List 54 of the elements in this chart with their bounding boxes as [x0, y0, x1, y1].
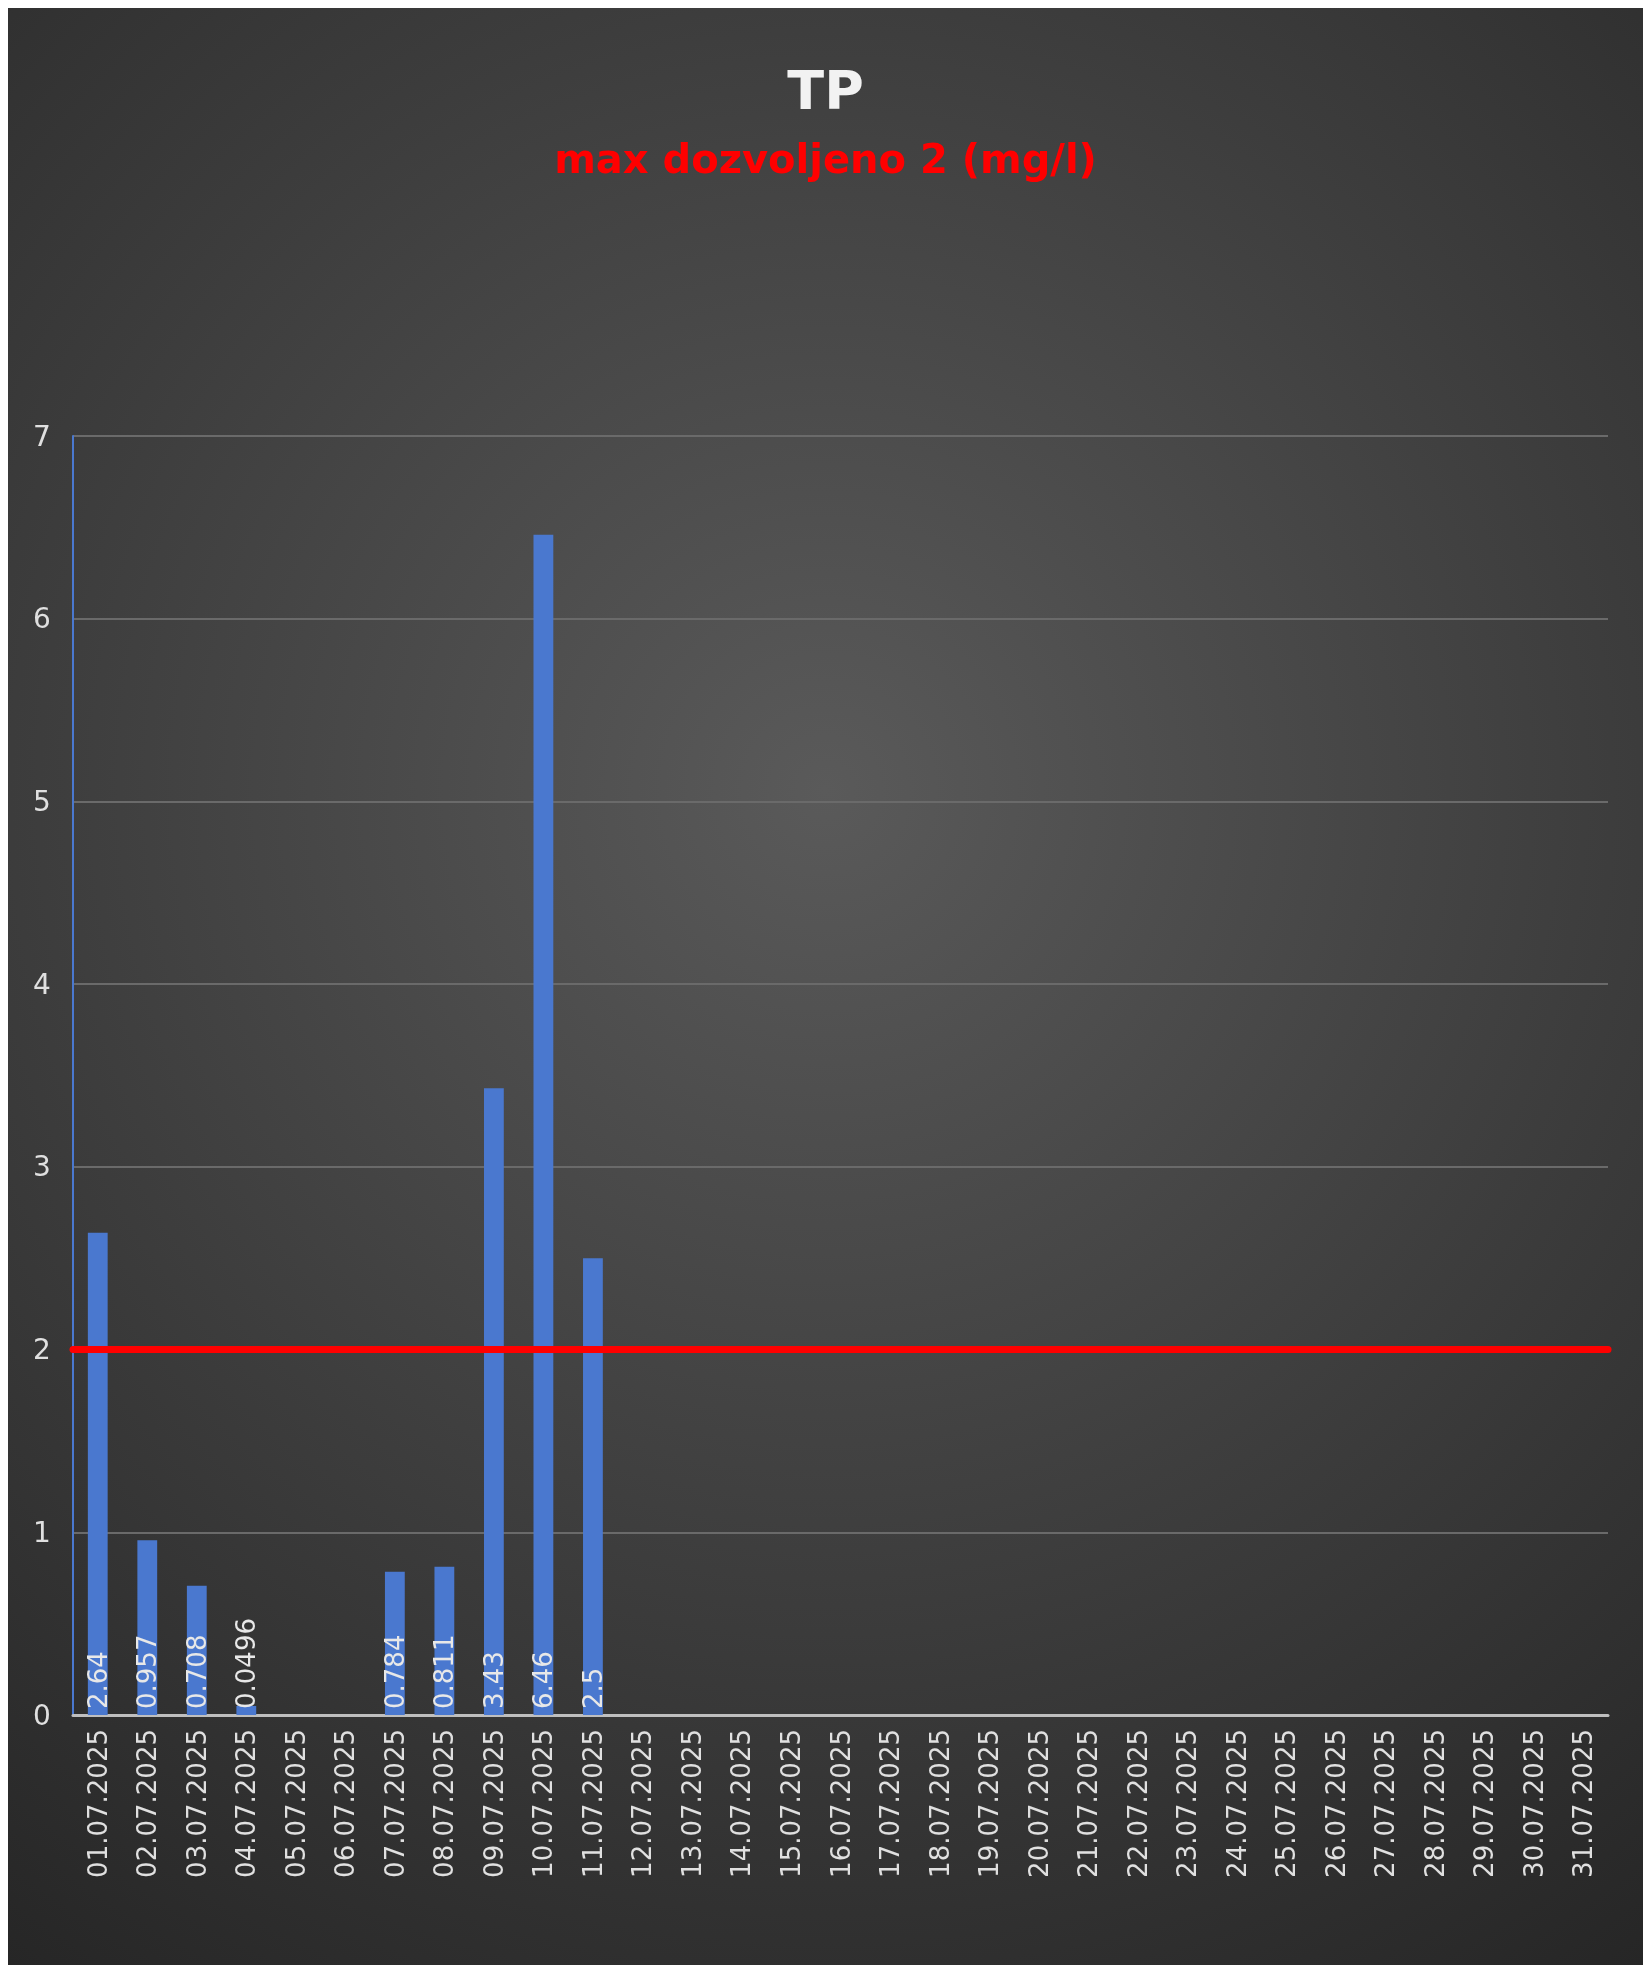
- x-tick-label: 12.07.2025: [627, 1729, 658, 1878]
- x-tick-label: 18.07.2025: [924, 1729, 955, 1878]
- x-tick-label: 04.07.2025: [231, 1729, 262, 1878]
- x-tick-label: 16.07.2025: [825, 1729, 856, 1878]
- x-tick-label: 29.07.2025: [1469, 1729, 1500, 1878]
- data-label: 6.46: [528, 1651, 559, 1709]
- data-label: 2.5: [577, 1667, 608, 1709]
- data-label: 0.957: [132, 1634, 163, 1709]
- x-tick-label: 31.07.2025: [1568, 1729, 1599, 1878]
- x-tick-label: 22.07.2025: [1122, 1729, 1153, 1878]
- x-tick-label: 11.07.2025: [577, 1729, 608, 1878]
- x-tick-label: 26.07.2025: [1320, 1729, 1351, 1878]
- data-label: 2.64: [82, 1651, 113, 1709]
- x-tick-label: 17.07.2025: [875, 1729, 906, 1878]
- data-label: 0.0496: [231, 1618, 262, 1709]
- bar: [483, 1088, 504, 1715]
- x-tick-label: 06.07.2025: [330, 1729, 361, 1878]
- x-tick-label: 23.07.2025: [1172, 1729, 1203, 1878]
- x-tick-label: 02.07.2025: [132, 1729, 163, 1878]
- chart-subtitle: max dozvoljeno 2 (mg/l): [554, 136, 1097, 182]
- x-tick-label: 03.07.2025: [181, 1729, 212, 1878]
- x-tick-label: 07.07.2025: [379, 1729, 410, 1878]
- x-tick-label: 08.07.2025: [429, 1729, 460, 1878]
- x-tick-label: 01.07.2025: [82, 1729, 113, 1878]
- bar: [583, 1258, 603, 1715]
- y-tick-label: 1: [33, 1515, 51, 1549]
- y-tick-label: 3: [33, 1150, 51, 1184]
- y-tick-label: 6: [33, 602, 51, 636]
- x-tick-label: 19.07.2025: [974, 1729, 1005, 1878]
- x-tick-label: 13.07.2025: [676, 1729, 707, 1878]
- y-tick-label: 2: [33, 1333, 51, 1367]
- data-label: 0.811: [429, 1634, 460, 1709]
- y-tick-label: 4: [33, 967, 51, 1001]
- x-tick-label: 21.07.2025: [1073, 1729, 1104, 1878]
- x-tick-label: 30.07.2025: [1518, 1729, 1549, 1878]
- x-tick-label: 09.07.2025: [478, 1729, 509, 1878]
- bar: [533, 534, 554, 1715]
- data-label: 0.784: [379, 1634, 410, 1709]
- y-tick-label: 0: [33, 1698, 51, 1732]
- x-tick-label: 20.07.2025: [1023, 1729, 1054, 1878]
- x-tick-label: 15.07.2025: [775, 1729, 806, 1878]
- x-tick-label: 05.07.2025: [280, 1729, 311, 1878]
- x-tick-label: 28.07.2025: [1419, 1729, 1450, 1878]
- x-tick-label: 27.07.2025: [1370, 1729, 1401, 1878]
- data-label: 3.43: [478, 1651, 509, 1709]
- x-tick-label: 10.07.2025: [528, 1729, 559, 1878]
- y-tick-label: 5: [33, 784, 51, 818]
- data-label: 0.708: [181, 1634, 212, 1709]
- x-tick-label: 25.07.2025: [1271, 1729, 1302, 1878]
- chart-title: TP: [787, 58, 864, 122]
- x-tick-label: 24.07.2025: [1221, 1729, 1252, 1878]
- x-tick-label: 14.07.2025: [726, 1729, 757, 1878]
- y-tick-label: 7: [33, 419, 51, 453]
- bar: [87, 1232, 108, 1715]
